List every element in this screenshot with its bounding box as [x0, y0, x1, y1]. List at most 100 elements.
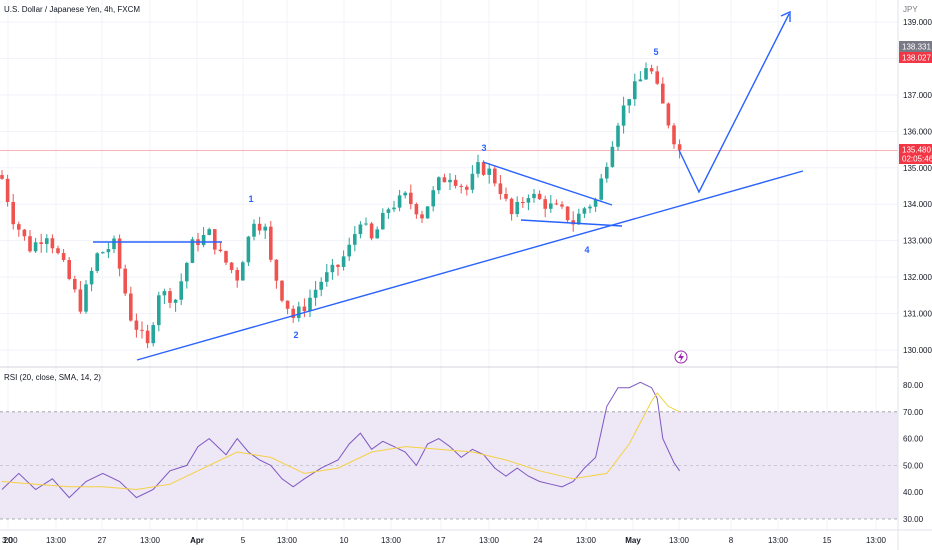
rsi-title[interactable]: RSI (20, close, SMA, 14, 2) [4, 373, 101, 382]
candle-body [246, 236, 251, 263]
candle-body [453, 179, 458, 186]
triangle-upper-line[interactable] [482, 161, 613, 206]
candle-body [134, 320, 139, 330]
price-tick: 136.000 [903, 127, 932, 136]
candle-body [145, 330, 150, 344]
candle-body [140, 329, 144, 331]
candle-body [73, 278, 77, 290]
badge-high-marker: 138.027 [902, 54, 931, 63]
elliott-wave-drawings[interactable] [93, 10, 804, 361]
time-tick: 15 [823, 536, 832, 545]
candle-body [89, 270, 94, 285]
price-tick: 131.000 [903, 310, 932, 319]
candle-body [621, 105, 626, 126]
candle-body [610, 146, 615, 167]
candle-body [0, 175, 4, 179]
candle-body [392, 207, 396, 210]
candle-body [308, 297, 312, 312]
price-tick: 139.000 [903, 18, 932, 27]
candle-body [677, 144, 682, 150]
candle-body [666, 103, 671, 126]
candle-body [28, 236, 32, 252]
triangle-lower-line[interactable] [520, 219, 623, 227]
candle-body [532, 193, 536, 199]
candle-body [627, 99, 631, 106]
candle-body [313, 289, 318, 298]
candle-body [235, 269, 239, 281]
candle-body [588, 206, 592, 209]
candle-body [638, 79, 643, 82]
candle-body [50, 238, 55, 249]
candle-body [560, 204, 564, 207]
time-tick: 13:00 [479, 536, 500, 545]
time-tick: 13:00 [576, 536, 597, 545]
time-tick: 5 [241, 536, 246, 545]
candle-body [509, 198, 514, 215]
candle-body [112, 238, 116, 250]
wave-labels: 1 2 3 4 5 [248, 47, 658, 340]
candle-body [325, 272, 329, 282]
candle-body [347, 244, 351, 257]
rsi-tick: 30.00 [903, 515, 924, 524]
time-tick: 13:00 [381, 536, 402, 545]
candle-body [655, 71, 659, 84]
projection-path[interactable] [678, 13, 790, 194]
candle-body [95, 253, 99, 271]
price-tick: 133.000 [903, 237, 932, 246]
rsi-lines [1, 381, 681, 499]
badge-countdown: 02:05:46 [902, 155, 932, 164]
candle-body [218, 249, 223, 252]
candle-body [330, 264, 335, 273]
time-tick: 20 [4, 536, 13, 545]
rsi-tick: 40.00 [903, 488, 924, 497]
wave-label-5: 5 [653, 47, 658, 57]
candle-body [381, 212, 385, 230]
candle-body [459, 185, 463, 187]
time-tick: 13:00 [277, 536, 298, 545]
candle-body [241, 262, 245, 281]
wave-label-1: 1 [248, 194, 253, 204]
candle-body [39, 242, 43, 244]
badge-last-bg [899, 144, 932, 164]
candle-body [123, 268, 127, 294]
candle-body [493, 168, 497, 184]
candle-body [33, 242, 38, 252]
time-tick: 13:00 [140, 536, 161, 545]
candle-body [213, 229, 217, 250]
time-tick: 24 [534, 536, 543, 545]
candle-body [117, 238, 122, 269]
candle-body [442, 177, 447, 183]
candle-body [487, 168, 491, 175]
candle-body [341, 256, 346, 267]
candle-body [101, 252, 105, 254]
candle-body [353, 234, 357, 245]
rsi-axis[interactable]: 80.00 70.00 60.00 50.00 40.00 30.00 [903, 381, 924, 524]
currency-label: JPY [903, 5, 918, 14]
candle-body [5, 178, 10, 203]
candle-body [465, 186, 469, 190]
candle-body [257, 223, 262, 231]
candle-body [543, 199, 547, 209]
candle-body [78, 289, 83, 312]
candle-body [403, 192, 407, 196]
candle-body [476, 162, 480, 174]
trendline-support[interactable] [136, 170, 804, 361]
wave-label-3: 3 [481, 143, 486, 153]
candle-body [302, 306, 307, 312]
price-tick: 135.000 [903, 164, 932, 173]
candle-body [369, 223, 374, 239]
rsi-tick: 80.00 [903, 381, 924, 390]
candle-body [649, 68, 654, 72]
projection-arrow-icon [780, 10, 791, 22]
candle-body [280, 280, 284, 301]
lightning-icon[interactable] [674, 350, 688, 364]
candle-body [207, 229, 211, 235]
time-tick: May [625, 536, 641, 545]
candle-body [661, 83, 665, 104]
time-tick: 13:00 [768, 536, 789, 545]
candle-body [67, 259, 71, 279]
candle-body [437, 177, 441, 191]
symbol-title[interactable]: U.S. Dollar / Japanese Yen, 4h, FXCM [4, 5, 140, 14]
